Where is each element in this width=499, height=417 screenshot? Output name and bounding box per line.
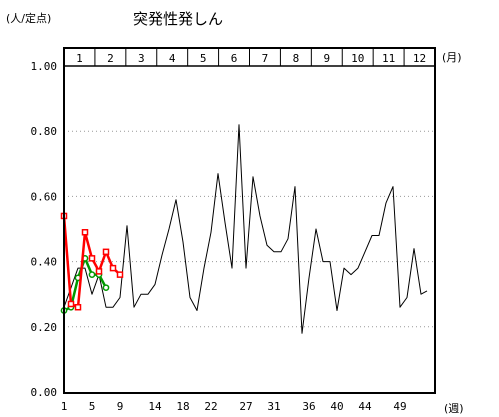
x-tick-label: 5: [89, 400, 96, 413]
series-0: [63, 124, 428, 334]
y-tick-label: 0.20: [31, 321, 58, 334]
y-tick-label: 0.00: [31, 386, 58, 399]
x-axis: 1 5 9 14 18 22 27 31 36 40 44 49: [61, 400, 407, 413]
chart-title: 突発性発しん: [133, 10, 223, 28]
month-label: 9: [323, 52, 330, 65]
data-point: [74, 303, 82, 311]
y-tick-label: 0.80: [31, 125, 58, 138]
x-tick-label: 49: [393, 400, 406, 413]
month-label: 10: [351, 52, 364, 65]
data-point: [88, 255, 96, 262]
y-tick-label: 1.00: [31, 60, 58, 73]
x-axis-unit-label: (週): [444, 402, 464, 415]
month-label: 5: [200, 52, 207, 65]
data-point: [81, 229, 89, 236]
month-axis-unit-label: (月): [442, 51, 462, 64]
month-label: 1: [76, 52, 83, 65]
data-point: [102, 284, 110, 292]
data-point: [88, 271, 96, 278]
x-tick-label: 40: [330, 400, 343, 413]
x-tick-label: 9: [117, 400, 124, 413]
x-tick-label: 31: [267, 400, 280, 413]
x-tick-label: 36: [302, 400, 315, 413]
series-line: [63, 124, 428, 334]
month-label: 8: [293, 52, 300, 65]
month-label: 11: [382, 52, 395, 65]
x-tick-label: 22: [204, 400, 217, 413]
y-axis-unit-label: (人/定点): [6, 11, 51, 25]
data-point: [116, 271, 124, 278]
x-tick-label: 14: [148, 400, 162, 413]
month-label: 3: [138, 52, 145, 65]
x-tick-label: 1: [61, 400, 68, 413]
x-tick-label: 18: [176, 400, 189, 413]
plot-frame: [63, 47, 436, 394]
series-layer: [60, 124, 428, 334]
month-label: 4: [169, 52, 176, 65]
series-2: [60, 212, 124, 311]
y-tick-label: 0.60: [31, 190, 58, 203]
y-tick-label: 0.40: [31, 256, 58, 269]
data-point: [67, 300, 75, 308]
month-label: 2: [107, 52, 114, 65]
month-band: 1 2 3 4 5 6 7 8 9 10 11 12: [64, 48, 435, 67]
month-label: 12: [413, 52, 426, 65]
y-axis: 0.00 0.20 0.40 0.60 0.80 1.00: [31, 60, 58, 399]
x-tick-label: 27: [239, 400, 252, 413]
data-point: [109, 264, 117, 272]
month-label: 7: [262, 52, 269, 65]
data-point: [102, 248, 110, 256]
month-label: 6: [231, 52, 238, 65]
data-point: [95, 268, 103, 275]
x-tick-label: 44: [358, 400, 372, 413]
